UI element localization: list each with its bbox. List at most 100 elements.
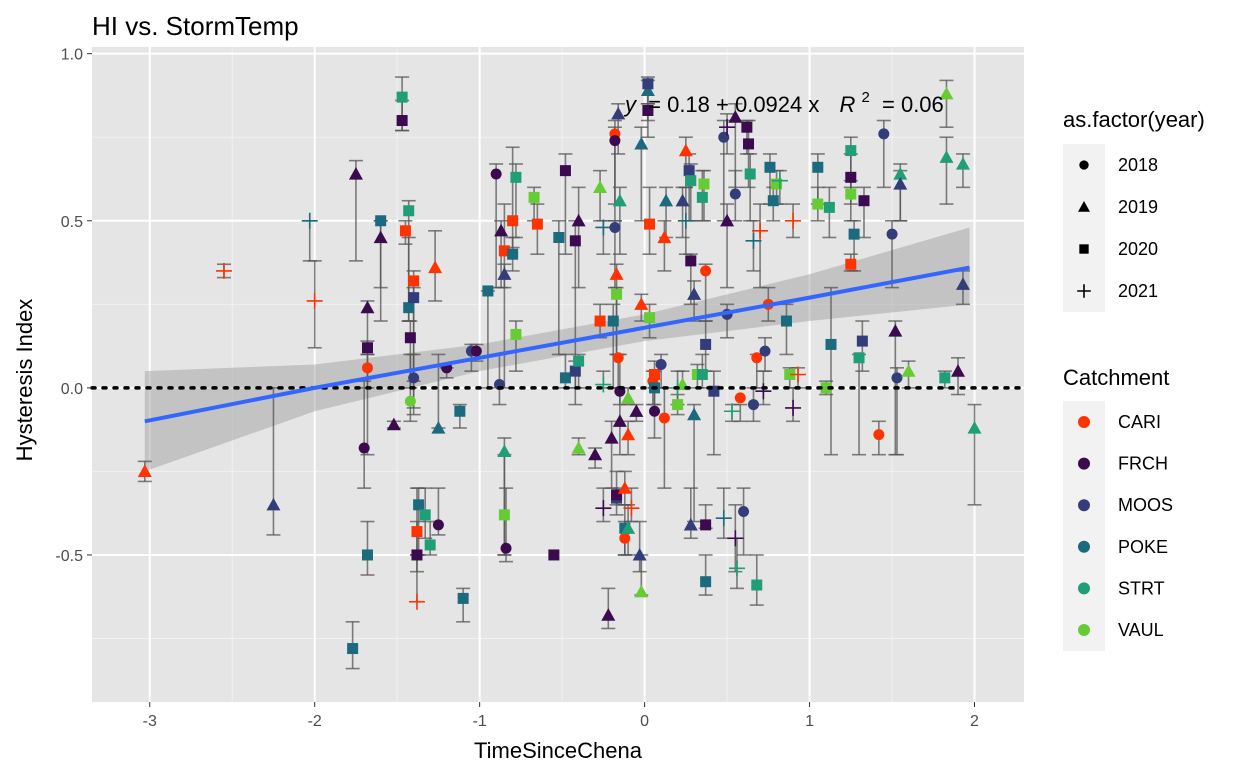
data-point xyxy=(767,195,779,207)
data-point xyxy=(751,352,763,364)
data-point xyxy=(785,212,802,229)
data-point xyxy=(569,235,581,247)
chart-title: HI vs. StormTemp xyxy=(92,11,299,41)
data-point xyxy=(657,230,672,244)
data-point xyxy=(678,143,693,157)
color-legend: Catchment CARI FRCH MOOS POKE STRT VAUL xyxy=(1063,365,1173,651)
legend-label: 2020 xyxy=(1118,239,1158,259)
data-point xyxy=(510,328,522,340)
data-point xyxy=(719,119,736,136)
error-bar xyxy=(706,370,721,456)
data-point xyxy=(696,369,708,380)
r2-sup: 2 xyxy=(862,89,870,106)
data-point xyxy=(571,441,586,454)
data-point xyxy=(408,593,425,610)
data-point xyxy=(424,539,436,551)
data-point xyxy=(845,171,857,183)
data-point xyxy=(454,405,466,417)
x-tick-label: -1 xyxy=(473,713,487,730)
y-axis: -0.5 0.0 0.5 1.0 xyxy=(55,47,92,565)
data-point xyxy=(621,427,636,441)
data-point xyxy=(745,232,762,249)
data-point xyxy=(752,222,769,239)
data-point xyxy=(619,532,631,544)
data-point xyxy=(893,166,908,180)
data-point xyxy=(347,643,359,655)
data-point xyxy=(588,447,603,461)
data-point xyxy=(408,292,420,304)
data-point xyxy=(553,231,565,243)
data-point xyxy=(683,517,698,531)
x-axis: -3 -2 -1 0 1 2 xyxy=(143,702,979,730)
data-point xyxy=(901,364,916,377)
data-point xyxy=(358,442,370,454)
data-point xyxy=(629,404,644,417)
fit-line-path xyxy=(144,265,970,424)
grid-lines xyxy=(92,47,1024,702)
data-point xyxy=(698,178,710,190)
data-point xyxy=(617,481,632,494)
data-point xyxy=(404,332,416,344)
data-point xyxy=(744,168,756,180)
legend-label: 2018 xyxy=(1118,155,1158,175)
data-point xyxy=(609,267,624,280)
data-point xyxy=(729,188,741,200)
data-point xyxy=(700,265,712,277)
data-point xyxy=(348,166,363,180)
data-point xyxy=(784,369,796,380)
legend-key-dot xyxy=(1078,624,1090,636)
legend-label: 2019 xyxy=(1118,197,1158,217)
legend-key-dot xyxy=(1078,499,1090,512)
data-point xyxy=(573,355,585,367)
data-point xyxy=(498,245,510,257)
data-point xyxy=(373,230,388,244)
data-point xyxy=(621,390,636,404)
legend-key-triangle xyxy=(1078,201,1090,212)
legend-label: VAUL xyxy=(1118,620,1164,640)
data-point xyxy=(386,417,401,431)
data-point xyxy=(595,500,612,517)
fit-band xyxy=(144,227,970,472)
data-point xyxy=(419,509,431,521)
y-tick-label: 0.5 xyxy=(61,214,83,231)
data-point xyxy=(741,121,753,133)
data-point xyxy=(640,83,655,97)
data-point xyxy=(780,315,792,327)
data-point xyxy=(604,430,619,444)
data-point xyxy=(413,499,425,511)
data-point xyxy=(858,195,870,207)
r2-value: = 0.06 xyxy=(882,92,944,117)
data-point xyxy=(715,510,732,527)
data-point xyxy=(612,193,627,207)
shape-legend-title: as.factor(year) xyxy=(1063,107,1205,132)
data-point xyxy=(677,212,694,229)
data-point xyxy=(751,579,763,591)
data-point xyxy=(510,171,522,183)
error-bar xyxy=(824,286,839,456)
error-bar xyxy=(657,219,672,272)
data-point xyxy=(888,324,903,337)
data-point xyxy=(399,225,411,237)
data-point xyxy=(497,444,512,457)
data-point xyxy=(655,358,667,370)
data-point xyxy=(955,277,970,290)
data-point xyxy=(404,395,416,407)
data-point xyxy=(634,297,649,310)
data-point xyxy=(432,519,444,531)
data-point xyxy=(531,218,543,230)
y-axis-title: Hysteresis Index xyxy=(12,299,37,462)
data-point xyxy=(408,372,420,384)
plot-panel xyxy=(92,47,1024,702)
legend-key-dot xyxy=(1078,416,1090,428)
data-point xyxy=(687,407,702,421)
data-point xyxy=(609,221,621,233)
data-point xyxy=(648,405,660,417)
data-point xyxy=(609,135,621,147)
data-point xyxy=(396,91,408,103)
data-point xyxy=(771,178,783,190)
data-point xyxy=(361,362,373,374)
data-point xyxy=(411,526,423,538)
data-point xyxy=(490,168,502,180)
data-point xyxy=(500,542,512,554)
data-point xyxy=(939,86,954,100)
